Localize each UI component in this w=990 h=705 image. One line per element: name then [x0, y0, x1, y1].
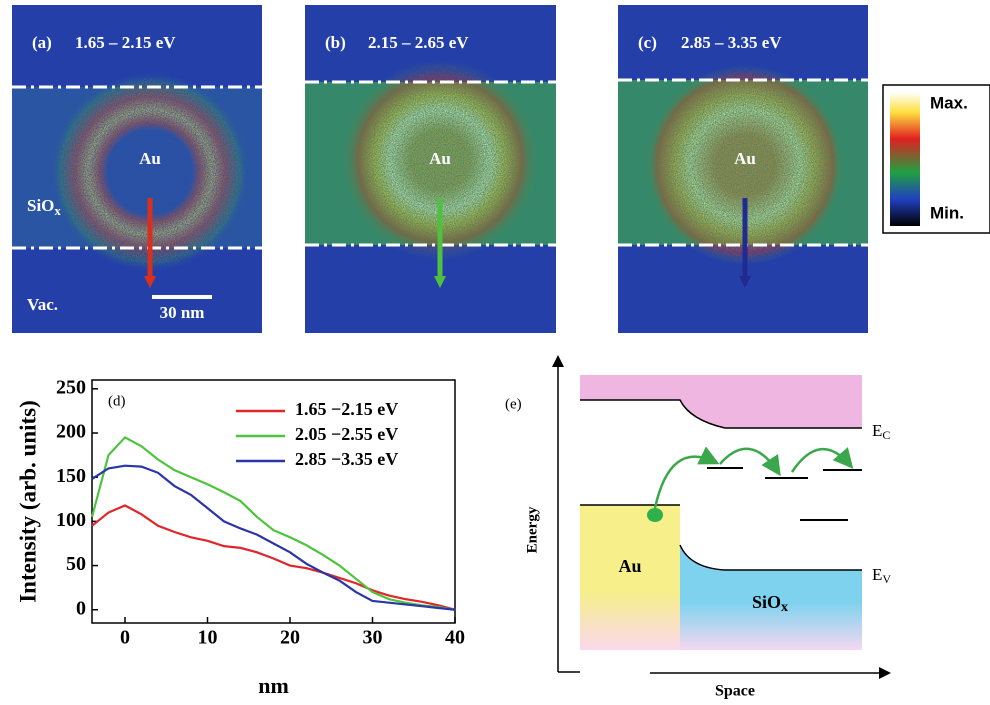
- y-tick-label: 100: [56, 509, 86, 531]
- x-axis-label: Space: [715, 683, 755, 700]
- profile-arrow-head: [144, 276, 156, 288]
- series-line: [91, 504, 456, 611]
- valence-label: EV: [872, 565, 891, 586]
- plot-frame: [91, 379, 456, 624]
- panel-label: (c): [638, 33, 657, 52]
- legend-label: 1.65 −2.15 eV: [295, 399, 398, 419]
- insulator-sub: x: [781, 600, 788, 615]
- shell-sub: x: [54, 203, 61, 218]
- ec-base: E: [872, 421, 882, 440]
- y-tick-label: 250: [56, 376, 86, 398]
- x-tick-label: 10: [198, 627, 218, 649]
- emission-ring: [340, 60, 540, 260]
- insulator-base: SiO: [752, 592, 781, 612]
- series-line: [91, 464, 456, 611]
- legend-label: 2.05 −2.55 eV: [295, 424, 398, 444]
- x-tick-label: 0: [120, 627, 130, 649]
- core-label: Au: [734, 149, 756, 168]
- ev-base: E: [872, 565, 882, 584]
- y-tick-label: 200: [56, 421, 86, 443]
- scale-bar-label: 30 nm: [160, 303, 205, 322]
- vacuum-label: Vac.: [27, 295, 58, 314]
- energy-range: 1.65 – 2.15 eV: [75, 33, 176, 52]
- energy-range: 2.85 – 3.35 eV: [681, 33, 782, 52]
- x-tick-label: 20: [280, 627, 300, 649]
- ec-sub: C: [882, 428, 890, 442]
- panel-label: (d): [108, 393, 126, 409]
- x-tick-label: 40: [445, 627, 465, 649]
- colorbar-max: Max.: [930, 93, 968, 112]
- panel-label: (e): [505, 396, 522, 412]
- legend-label: 2.85 −3.35 eV: [295, 449, 398, 469]
- core-label: Au: [139, 149, 161, 168]
- y-tick-label: 150: [56, 465, 86, 487]
- y-axis-label: Energy: [524, 506, 540, 553]
- metal-label: Au: [618, 556, 641, 576]
- conduction-label: EC: [872, 421, 890, 442]
- y-axis-label: Intensity (arb. units): [15, 400, 40, 603]
- y-tick-label: 0: [76, 597, 86, 619]
- series-line: [90, 436, 456, 611]
- band-diagram: (e) Energy Space Au SiOx EC EV: [505, 355, 891, 700]
- energy-range: 2.15 – 2.65 eV: [368, 33, 469, 52]
- y-tick-label: 50: [66, 553, 86, 575]
- colorbar-min: Min.: [930, 203, 964, 222]
- emission-ring: [50, 72, 250, 272]
- shell-base: SiO: [27, 196, 54, 215]
- profile-arrow-head: [739, 276, 751, 288]
- x-tick-label: 30: [363, 627, 383, 649]
- colorbar: Max. Min.: [882, 84, 990, 234]
- insulator-label: SiOx: [752, 592, 788, 615]
- x-axis-label: nm: [258, 673, 289, 698]
- profile-arrow-head: [434, 276, 446, 288]
- panel-label: (a): [32, 33, 52, 52]
- core-label: Au: [429, 149, 451, 168]
- panel-label: (b): [325, 33, 346, 52]
- line-chart: 0 10 20 30 40 0 50 100 150 200 250 nm Intensity (arb…: [15, 376, 465, 698]
- image-panels: (a) 1.65 – 2.15 eV Au SiOx Vac. 30 nm (b) 2.15 …: [12, 5, 868, 333]
- shell-label: SiOx: [27, 196, 61, 218]
- ev-sub: V: [882, 572, 891, 586]
- emission-ring: [645, 65, 845, 265]
